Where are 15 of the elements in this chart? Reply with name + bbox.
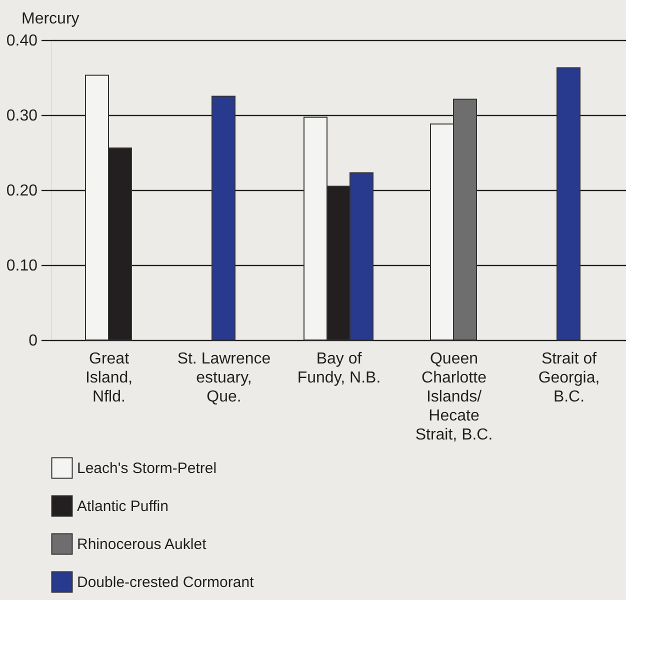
y-tick-label: 0 (28, 332, 38, 350)
legend-label: Double-crested Cormorant (77, 574, 255, 591)
legend-label: Rhinocerous Auklet (77, 536, 208, 553)
y-axis-title: Mercury (22, 10, 80, 28)
y-tick-label: 0.40 (6, 32, 38, 50)
legend-label: Leach's Storm-Petrel (77, 460, 217, 477)
legend-label: Atlantic Puffin (77, 498, 168, 515)
x-tick-label: Great Island, Nfld. (85, 350, 133, 406)
x-tick-label: St. Lawrence estuary, Que. (177, 350, 271, 406)
x-tick-label: Bay of Fundy, N.B. (297, 350, 381, 386)
x-tick-label: Queen Charlotte Islands/ Hecate Strait, B.C. (415, 350, 493, 444)
y-tick-label: 0.10 (6, 258, 38, 274)
x-tick-label: Strait of Georgia, B.C. (538, 350, 600, 406)
y-tick-label: 0.20 (6, 182, 38, 200)
y-tick-label: 0.30 (6, 108, 38, 124)
